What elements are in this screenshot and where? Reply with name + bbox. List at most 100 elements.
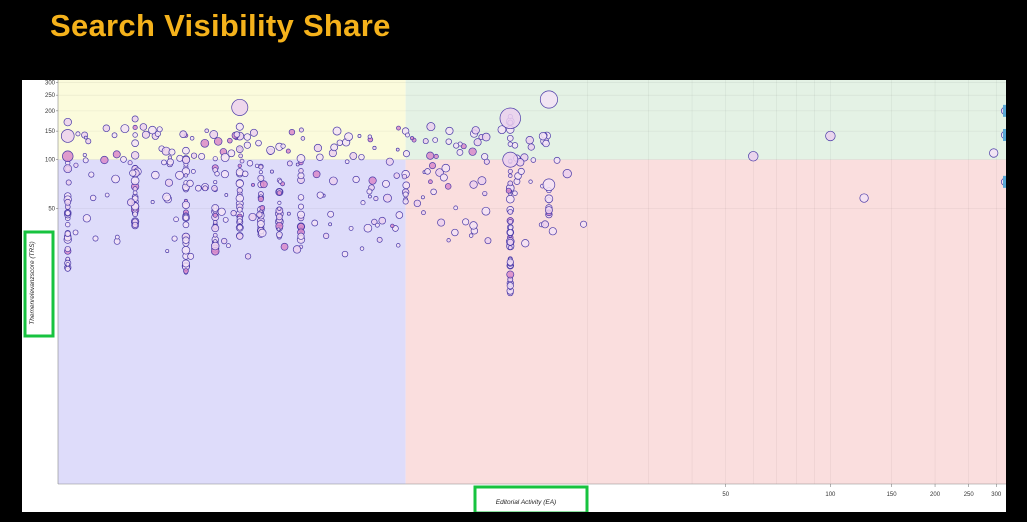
data-point bbox=[445, 126, 454, 135]
data-point bbox=[111, 132, 118, 139]
data-point bbox=[235, 145, 244, 153]
data-point bbox=[506, 282, 514, 290]
quadrant-top-left bbox=[58, 80, 406, 160]
data-point bbox=[444, 183, 452, 190]
data-point bbox=[349, 152, 358, 160]
data-point bbox=[132, 190, 138, 196]
data-point bbox=[182, 214, 190, 221]
data-point bbox=[235, 179, 244, 188]
data-point bbox=[506, 229, 514, 236]
data-point bbox=[298, 168, 304, 174]
data-point bbox=[359, 246, 365, 251]
data-point bbox=[469, 180, 478, 189]
data-point bbox=[248, 212, 257, 222]
data-point bbox=[402, 198, 409, 205]
data-point bbox=[198, 152, 206, 160]
data-point bbox=[368, 176, 377, 185]
data-point bbox=[553, 156, 561, 164]
data-point bbox=[60, 129, 75, 143]
data-point bbox=[209, 130, 219, 139]
data-point bbox=[311, 219, 319, 227]
data-point bbox=[132, 132, 138, 138]
data-point bbox=[182, 155, 191, 164]
data-point bbox=[312, 170, 321, 179]
data-point bbox=[217, 207, 226, 216]
data-point bbox=[506, 258, 514, 266]
data-point bbox=[313, 143, 323, 153]
data-point bbox=[300, 136, 306, 141]
data-point bbox=[220, 153, 230, 162]
data-point bbox=[505, 187, 512, 194]
data-point bbox=[176, 154, 184, 162]
data-point bbox=[297, 194, 305, 201]
data-point bbox=[92, 235, 99, 242]
data-point bbox=[297, 203, 304, 210]
y-tick-labels: 50 100 150 200 250 300 bbox=[45, 80, 58, 212]
data-point bbox=[256, 211, 263, 218]
data-point bbox=[156, 126, 163, 133]
data-point bbox=[544, 194, 554, 204]
data-point bbox=[131, 139, 139, 147]
data-point bbox=[221, 237, 228, 245]
data-point bbox=[456, 149, 464, 156]
data-point bbox=[258, 164, 264, 170]
data-point bbox=[162, 192, 172, 202]
data-point bbox=[72, 229, 79, 236]
data-point bbox=[224, 193, 229, 197]
y-tick-label: 150 bbox=[45, 129, 56, 135]
data-point bbox=[212, 220, 218, 225]
data-point bbox=[227, 149, 236, 158]
data-point bbox=[521, 239, 530, 248]
data-point bbox=[385, 157, 394, 166]
data-point bbox=[220, 170, 229, 179]
data-point bbox=[541, 220, 549, 229]
data-point bbox=[297, 210, 305, 219]
data-point bbox=[182, 221, 190, 229]
data-point bbox=[292, 245, 302, 254]
edge-markers bbox=[1003, 104, 1006, 188]
data-point bbox=[276, 231, 283, 238]
data-point bbox=[332, 126, 342, 136]
x-tick-labels: 50 100 150 200 250 300 bbox=[722, 484, 1002, 498]
data-point bbox=[446, 238, 451, 243]
data-point bbox=[168, 148, 176, 156]
data-point bbox=[165, 249, 170, 254]
data-point bbox=[413, 199, 421, 208]
data-point bbox=[344, 159, 350, 164]
data-point bbox=[432, 137, 439, 143]
data-point bbox=[237, 218, 243, 224]
data-point bbox=[469, 221, 478, 230]
x-tick-label: 250 bbox=[964, 492, 975, 498]
data-point bbox=[173, 216, 179, 223]
data-point bbox=[183, 173, 189, 178]
data-point bbox=[296, 154, 306, 163]
data-point bbox=[298, 127, 304, 133]
data-point bbox=[237, 163, 242, 168]
data-point bbox=[181, 246, 191, 255]
data-point bbox=[481, 153, 489, 161]
data-point bbox=[130, 151, 140, 160]
data-point bbox=[512, 190, 518, 196]
data-point bbox=[357, 134, 362, 138]
data-point bbox=[120, 156, 127, 163]
data-point bbox=[433, 153, 439, 159]
data-point bbox=[508, 173, 513, 178]
data-point bbox=[426, 151, 435, 160]
data-point bbox=[210, 241, 220, 251]
data-point bbox=[424, 168, 431, 175]
data-point bbox=[445, 138, 452, 145]
data-point bbox=[276, 227, 281, 232]
data-point bbox=[127, 160, 133, 166]
data-point bbox=[64, 210, 71, 216]
data-point bbox=[451, 228, 459, 237]
data-point bbox=[277, 179, 283, 184]
data-point bbox=[859, 193, 869, 203]
data-point bbox=[258, 170, 263, 175]
data-point bbox=[187, 252, 195, 260]
data-point bbox=[277, 206, 282, 211]
data-point bbox=[396, 125, 401, 131]
y-tick-label: 100 bbox=[45, 158, 56, 164]
data-point bbox=[471, 126, 480, 135]
data-point bbox=[358, 153, 365, 161]
data-point bbox=[562, 169, 572, 179]
